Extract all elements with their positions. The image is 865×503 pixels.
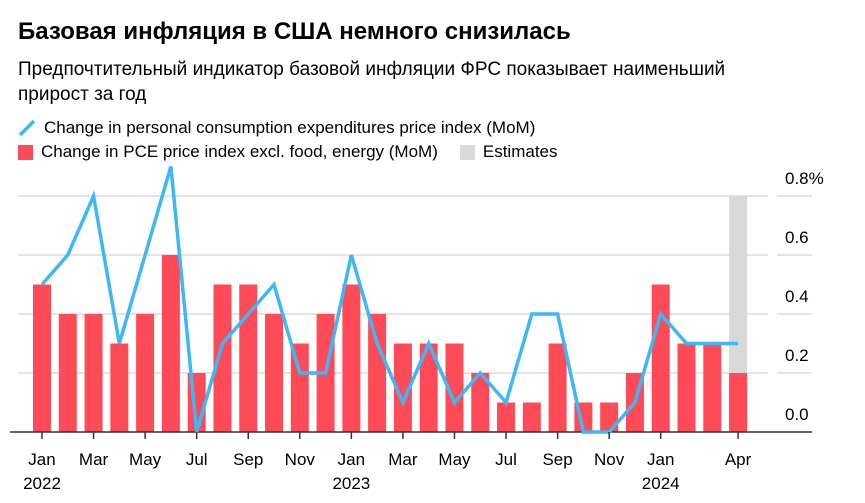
bar bbox=[265, 314, 284, 432]
legend-line: Change in personal consumption expenditu… bbox=[18, 118, 535, 138]
x-year-label: 2023 bbox=[332, 474, 370, 493]
bar bbox=[419, 343, 438, 432]
bar-swatch-icon bbox=[18, 144, 33, 160]
x-tick-label: Sep bbox=[233, 450, 263, 469]
x-tick-label: Mar bbox=[388, 450, 418, 469]
x-tick-label: May bbox=[438, 450, 471, 469]
y-tick-label: 0.2 bbox=[785, 346, 809, 365]
chart-title: Базовая инфляция в США немного снизилась bbox=[18, 18, 571, 45]
x-tick-label: Nov bbox=[594, 450, 625, 469]
pce-line bbox=[40, 166, 739, 434]
bar bbox=[290, 343, 309, 432]
line-swatch-icon bbox=[18, 119, 36, 137]
x-tick-label: Jul bbox=[186, 450, 208, 469]
bar bbox=[58, 314, 77, 432]
estimates-swatch-icon bbox=[459, 144, 475, 160]
chart-subtitle: Предпочтительный индикатор базовой инфля… bbox=[18, 59, 726, 105]
bar bbox=[342, 284, 361, 432]
x-year-label: 2024 bbox=[642, 474, 680, 493]
bar bbox=[213, 284, 232, 432]
x-tick-label: Apr bbox=[725, 450, 752, 469]
x-tick-label: Jan bbox=[338, 450, 365, 469]
x-tick-label: Jan bbox=[28, 450, 55, 469]
legend-bars: Change in PCE price index excl. food, en… bbox=[18, 142, 558, 162]
x-tick-label: May bbox=[129, 450, 162, 469]
bar bbox=[136, 314, 155, 432]
x-year-label: 2022 bbox=[23, 474, 61, 493]
bar bbox=[600, 402, 619, 432]
bar bbox=[497, 402, 516, 432]
bar bbox=[368, 314, 387, 432]
x-tick-label: Mar bbox=[79, 450, 109, 469]
legend-bars-label: Change in PCE price index excl. food, en… bbox=[41, 142, 438, 161]
y-tick-label: 0.4 bbox=[785, 287, 809, 306]
bar bbox=[651, 284, 670, 432]
bar bbox=[471, 373, 490, 432]
bar bbox=[110, 343, 129, 432]
bar bbox=[729, 373, 748, 432]
bar bbox=[445, 343, 464, 432]
bar bbox=[677, 343, 696, 432]
bar bbox=[548, 343, 567, 432]
bar bbox=[703, 343, 722, 432]
x-tick-label: Sep bbox=[542, 450, 572, 469]
bar bbox=[393, 343, 412, 432]
legend-line-label: Change in personal consumption expenditu… bbox=[44, 118, 536, 137]
bar bbox=[33, 284, 51, 432]
y-tick-label: 0.8% bbox=[785, 169, 824, 188]
x-tick-label: Nov bbox=[285, 450, 316, 469]
legend-estimates-label: Estimates bbox=[482, 142, 558, 161]
bar bbox=[84, 314, 103, 432]
x-tick-label: Jan bbox=[647, 450, 674, 469]
bar bbox=[522, 402, 541, 432]
y-tick-label: 0.6 bbox=[785, 228, 809, 247]
y-tick-label: 0.0 bbox=[785, 405, 809, 424]
bar bbox=[161, 255, 180, 432]
x-tick-label: Jul bbox=[495, 450, 517, 469]
